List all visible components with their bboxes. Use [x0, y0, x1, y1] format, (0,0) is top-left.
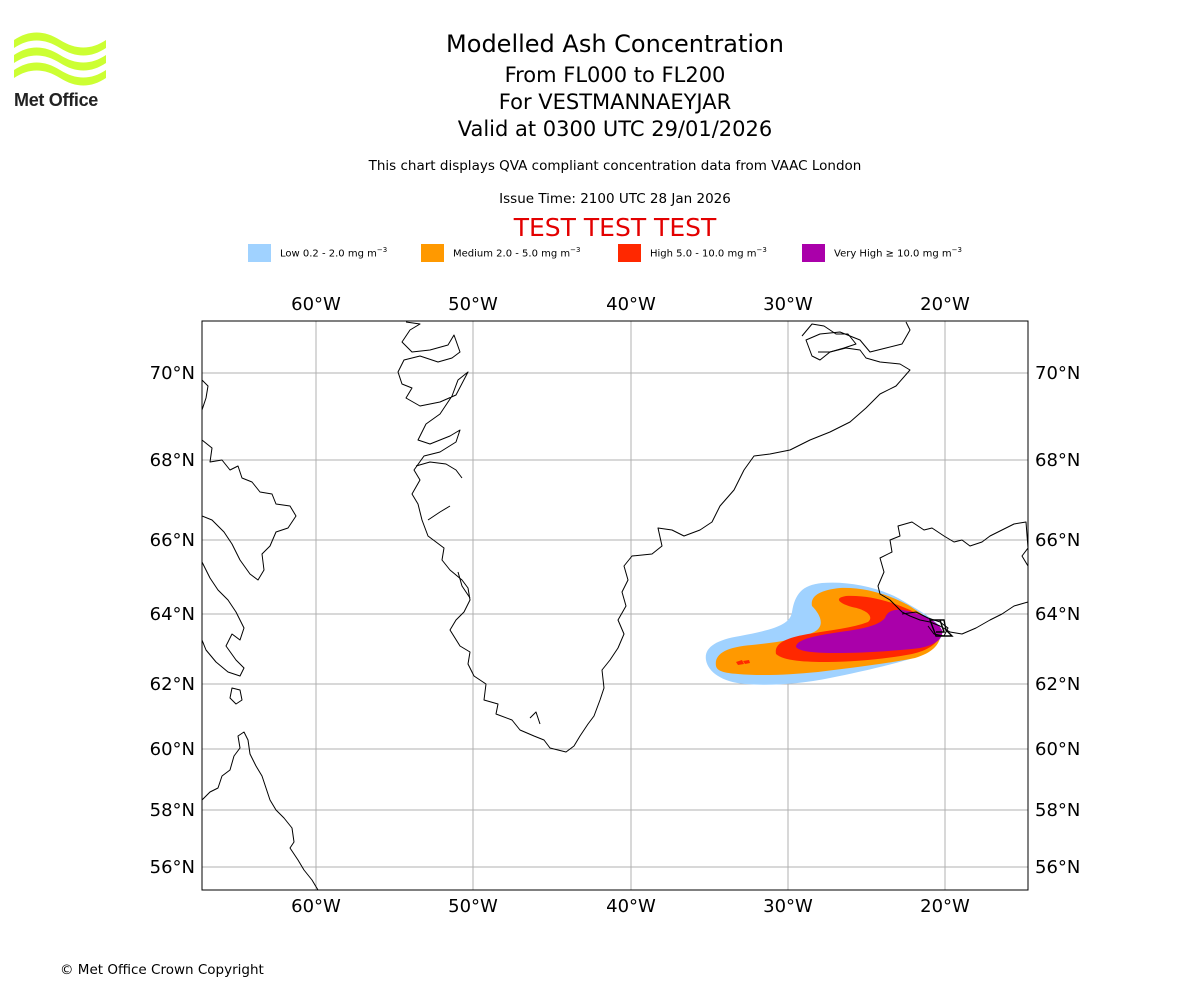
greenland-coast — [397, 321, 911, 753]
lat-label-right: 62°N — [1035, 674, 1080, 695]
issue-time: Issue Time: 2100 UTC 28 Jan 2026 — [499, 191, 731, 207]
labrador-coast — [202, 731, 319, 890]
legend-label-low: Low 0.2 - 2.0 mg m−3 — [280, 246, 388, 260]
baffin-island-small — [229, 687, 243, 705]
lat-label-right: 60°N — [1035, 739, 1080, 760]
lat-label-left: 70°N — [150, 363, 195, 384]
ellesmere-edge — [202, 379, 209, 411]
greenland-fjord-3 — [457, 571, 471, 599]
lat-label-left: 56°N — [150, 857, 195, 878]
jan-mayen-coast — [801, 323, 857, 353]
ash-high-speck — [736, 660, 750, 665]
baffin-coast-2 — [202, 561, 245, 677]
lon-label-top: 50°W — [448, 294, 498, 315]
lat-label-right: 64°N — [1035, 604, 1080, 625]
lon-label-bottom: 50°W — [448, 896, 498, 917]
logo-wordmark: Met Office — [14, 90, 99, 110]
ash-cloud — [705, 582, 943, 685]
valid-time: Valid at 0300 UTC 29/01/2026 — [457, 117, 773, 141]
met-office-logo: Met Office — [14, 30, 114, 112]
map-area — [202, 321, 1028, 890]
map-frame — [201, 320, 1029, 891]
lat-label-right: 68°N — [1035, 450, 1080, 471]
greenland-fjord-2 — [427, 505, 451, 521]
lon-labels-bottom: 60°W 50°W 40°W 30°W 20°W — [291, 896, 970, 917]
legend-swatch-high — [618, 244, 641, 262]
lon-labels-top: 60°W 50°W 40°W 30°W 20°W — [291, 294, 970, 315]
volcano-marker — [928, 619, 954, 637]
baffin-coast — [202, 439, 297, 581]
legend-label-medium: Medium 2.0 - 5.0 mg m−3 — [453, 246, 581, 260]
test-banner: TEST TEST TEST — [513, 213, 717, 242]
iceland-coast — [877, 521, 1028, 635]
lat-label-left: 62°N — [150, 674, 195, 695]
lon-label-top: 30°W — [763, 294, 813, 315]
lat-label-left: 64°N — [150, 604, 195, 625]
coastlines — [202, 321, 1028, 890]
legend-label-high: High 5.0 - 10.0 mg m−3 — [650, 246, 767, 260]
lon-label-top: 60°W — [291, 294, 341, 315]
lat-labels-right: 70°N 68°N 66°N 64°N 62°N 60°N 58°N 56°N — [1035, 363, 1080, 878]
volcano-name: For VESTMANNAEYJAR — [498, 90, 732, 114]
copyright: © Met Office Crown Copyright — [60, 962, 264, 978]
lat-label-left: 66°N — [150, 530, 195, 551]
lat-label-left: 68°N — [150, 450, 195, 471]
lat-label-right: 70°N — [1035, 363, 1080, 384]
lat-label-left: 60°N — [150, 739, 195, 760]
lat-labels-left: 70°N 68°N 66°N 64°N 62°N 60°N 58°N 56°N — [150, 363, 195, 878]
chart-subtitle: This chart displays QVA compliant concen… — [368, 158, 862, 174]
lon-label-top: 40°W — [606, 294, 656, 315]
lat-label-right: 56°N — [1035, 857, 1080, 878]
lat-label-right: 66°N — [1035, 530, 1080, 551]
logo-waves-icon — [14, 32, 106, 86]
greenland-fjord-1 — [415, 461, 463, 479]
greenland-fjord-4 — [529, 711, 541, 725]
lon-label-bottom: 40°W — [606, 896, 656, 917]
lat-label-right: 58°N — [1035, 800, 1080, 821]
lon-label-bottom: 30°W — [763, 896, 813, 917]
legend-swatch-very-high — [802, 244, 825, 262]
legend-swatch-low — [248, 244, 271, 262]
legend-swatch-medium — [421, 244, 444, 262]
lat-label-left: 58°N — [150, 800, 195, 821]
lon-label-top: 20°W — [920, 294, 970, 315]
legend-label-very-high: Very High ≥ 10.0 mg m−3 — [834, 246, 962, 260]
flight-level-range: From FL000 to FL200 — [504, 63, 726, 87]
chart-title: Modelled Ash Concentration — [446, 30, 784, 58]
lon-label-bottom: 60°W — [291, 896, 341, 917]
lon-label-bottom: 20°W — [920, 896, 970, 917]
ash-very-high — [796, 609, 943, 653]
